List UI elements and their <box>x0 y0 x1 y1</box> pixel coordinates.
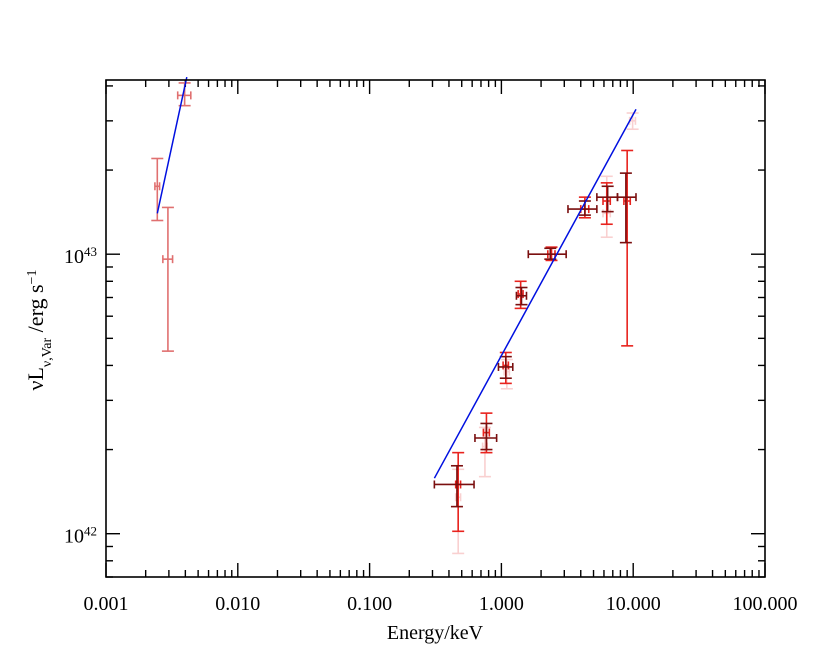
data-point <box>161 206 174 352</box>
data-point <box>600 182 613 226</box>
tick-labels: 0.001 0.010 0.100 1.000 10.000 100.000 1042 104… <box>64 244 798 615</box>
x-tick-label: 0.010 <box>215 593 260 615</box>
y-tick-label: 1043 <box>64 244 97 269</box>
y-tick-label: 1042 <box>64 523 97 548</box>
axis-ticks <box>105 80 766 578</box>
x-axis-title: Energy/keV <box>387 622 484 644</box>
data-point <box>621 149 634 347</box>
x-tick-label: 10.000 <box>606 593 661 615</box>
x-tick-label: 0.100 <box>347 593 392 615</box>
data-point <box>497 355 514 380</box>
y-axis-title: νLν,Var /erg s−1 <box>23 270 55 391</box>
plot-frame <box>105 79 766 578</box>
model-line-xray-model <box>433 108 637 479</box>
data-point <box>527 247 567 260</box>
x-tick-label: 1.000 <box>479 593 524 615</box>
data-point <box>616 172 637 244</box>
x-tick-label: 100.000 <box>733 593 798 615</box>
model-line-uv-model <box>156 76 188 214</box>
data-point <box>433 464 475 508</box>
data-point <box>480 412 493 454</box>
data-point <box>151 157 164 222</box>
data-layer <box>151 76 639 555</box>
data-point <box>515 286 528 306</box>
x-tick-label: 0.001 <box>84 593 129 615</box>
series-uv-points <box>151 82 192 352</box>
data-point <box>474 422 498 451</box>
data-point <box>596 185 619 213</box>
